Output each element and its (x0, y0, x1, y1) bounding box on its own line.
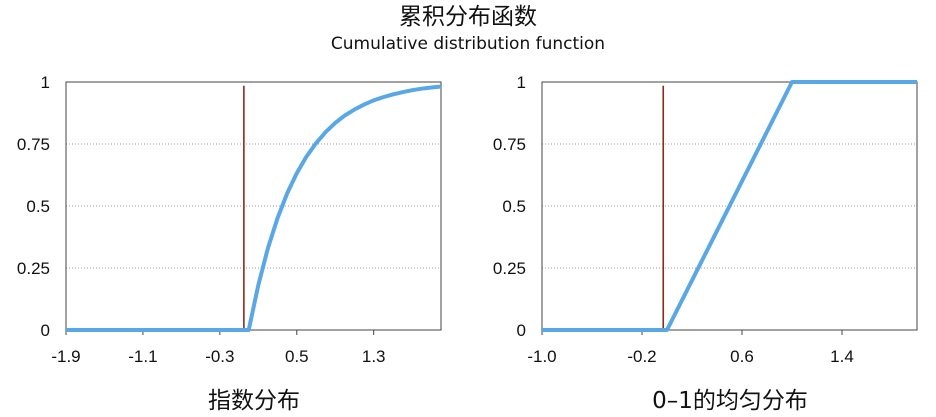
chart-1-ytick-label-2: 0.5 (26, 197, 50, 216)
chart-2-title: 0–1的均匀分布 (652, 388, 808, 414)
chart-1-xtick-label-1: -1.1 (128, 347, 157, 366)
figure-title: 累积分布函数 (399, 4, 537, 30)
figure-subtitle: Cumulative distribution function (330, 34, 606, 54)
chart-1-title: 指数分布 (208, 388, 300, 414)
chart-2-ytick-label-4: 1 (517, 73, 526, 92)
chart-2-ytick-label-3: 0.75 (493, 135, 526, 154)
chart-2-xtick-label-1: -0.2 (627, 347, 656, 366)
chart-2-cdf-line-0 (542, 80, 917, 332)
chart-1-plot-frame (65, 81, 442, 331)
chart-1-ytick-label-1: 0.25 (17, 259, 50, 278)
chart-2-plot-frame (541, 81, 918, 331)
chart-2-xtick-label-0: -1.0 (527, 347, 556, 366)
chart-1-ytick-label-4: 1 (41, 73, 50, 92)
chart-2-xtick-label-3: 1.4 (830, 347, 854, 366)
chart-1-xtick-label-3: 0.5 (285, 347, 309, 366)
chart-1-xtick-label-4: 1.3 (362, 347, 386, 366)
chart-1-ytick-label-3: 0.75 (17, 135, 50, 154)
chart-1-cdf-line-0 (66, 84, 442, 332)
chart-1-ytick-label-0: 0 (41, 321, 50, 340)
chart-1-xtick-label-0: -1.9 (51, 347, 80, 366)
chart-1-xtick-label-2: -0.3 (205, 347, 234, 366)
chart-2-ytick-label-0: 0 (517, 321, 526, 340)
chart-2-ytick-label-1: 0.25 (493, 259, 526, 278)
chart-2-xtick-label-2: 0.6 (730, 347, 754, 366)
chart-2-ytick-label-2: 0.5 (502, 197, 526, 216)
